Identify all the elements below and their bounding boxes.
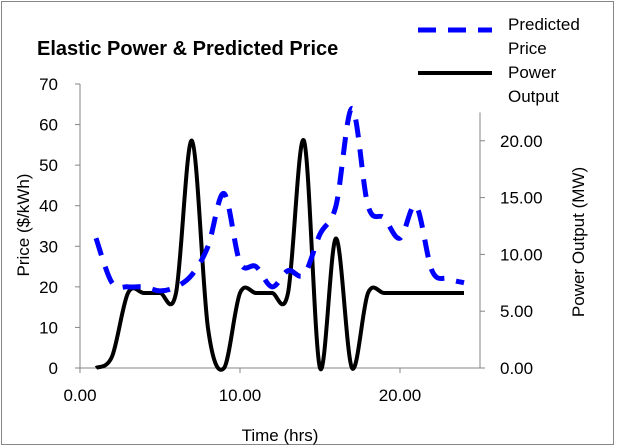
y-tick-label: 20	[39, 278, 58, 297]
legend-label-predicted-price-line2: Price	[508, 39, 547, 58]
y-tick-label: 0	[49, 359, 58, 378]
y2-tick-label: 10.00	[500, 245, 543, 264]
axes: 0 10 20 30 40 50 60 70 0.00 5.00 10.00 15.00 20.00 0.…	[39, 75, 542, 405]
y-tick-label: 50	[39, 156, 58, 175]
y2-tick-label: 5.00	[500, 302, 533, 321]
y-tick-label: 30	[39, 237, 58, 256]
legend: Predicted Price Power Output	[418, 15, 580, 106]
y2-axis-label: Power Output (MW)	[569, 167, 588, 317]
x-tick-label: 10.00	[219, 386, 262, 405]
y-tick-label: 40	[39, 197, 58, 216]
chart-title: Elastic Power & Predicted Price	[37, 38, 338, 60]
series-line-predicted-price	[93, 105, 465, 294]
y-tick-label: 60	[39, 116, 58, 135]
series-layer	[93, 105, 465, 372]
y2-tick-label: 20.00	[500, 132, 543, 151]
y2-tick-label: 15.00	[500, 189, 543, 208]
series-line-power-output	[94, 138, 464, 372]
legend-label-power-output-line1: Power	[508, 63, 557, 82]
legend-label-power-output-line2: Output	[508, 87, 559, 106]
x-tick-label: 20.00	[379, 386, 422, 405]
y-tick-label: 10	[39, 318, 58, 337]
x-axis-label: Time (hrs)	[242, 426, 319, 445]
x-tick-label: 0.00	[63, 386, 96, 405]
legend-label-predicted-price-line1: Predicted	[508, 15, 580, 34]
y2-tick-label: 0.00	[500, 359, 533, 378]
y-axis-label: Price ($/kWh)	[14, 174, 33, 277]
y-tick-label: 70	[39, 75, 58, 94]
